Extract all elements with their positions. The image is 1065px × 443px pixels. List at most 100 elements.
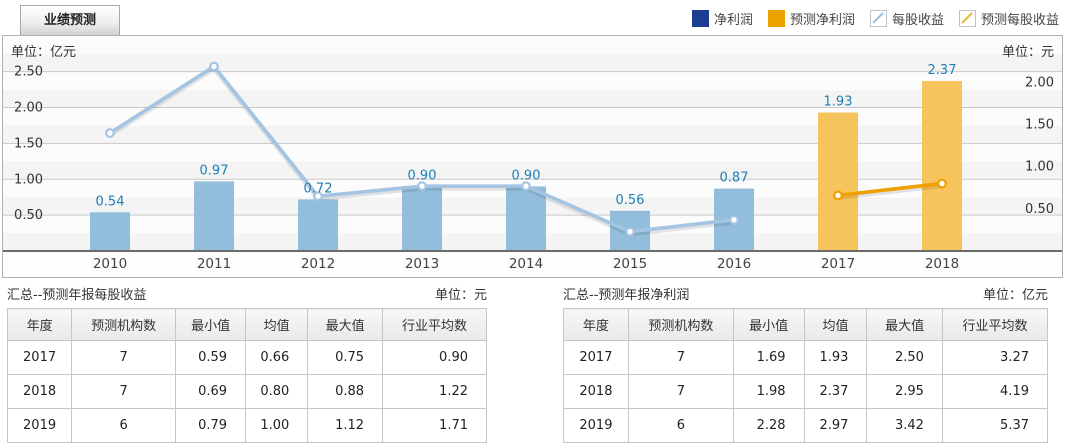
data-point-marker	[105, 128, 115, 138]
table-cell: 0.88	[307, 374, 384, 409]
legend-line-swatch-icon	[958, 10, 976, 27]
left-axis-tick-label: 1.50	[14, 136, 43, 151]
column-header: 预测机构数	[627, 308, 734, 341]
table-cell: 5.37	[941, 408, 1049, 443]
bar-value-label: 0.56	[616, 193, 645, 208]
bar-value-label: 0.90	[408, 168, 437, 183]
bar-value-label: 0.87	[720, 171, 749, 186]
eps-forecast-table: 年度 预测机构数 最小值 均值 最大值 行业平均数 2017 7 0.59 0.66 0.75 0.9…	[6, 308, 487, 443]
left-axis-tick-label: 1.00	[14, 172, 43, 187]
legend-item-1: 预测净利润	[767, 9, 855, 28]
table-cell: 2.50	[866, 340, 943, 375]
table-cell: 0.79	[175, 408, 247, 443]
data-point-marker	[521, 181, 531, 192]
legend-item-label: 每股收益	[891, 13, 944, 28]
bar	[922, 80, 962, 251]
column-header: 最小值	[732, 308, 805, 341]
x-axis-category-label: 2013	[405, 256, 439, 272]
data-point-marker	[625, 226, 635, 237]
table-cell: 2.97	[803, 408, 868, 443]
column-header: 最大值	[307, 308, 384, 341]
tab-performance-forecast[interactable]: 业绩预测	[20, 5, 120, 35]
netprofit-table-unit: 单位：亿元	[982, 288, 1048, 303]
table-cell: 1.93	[803, 340, 868, 375]
eps-table-unit: 单位：元	[434, 288, 487, 303]
bar-value-label: 0.97	[200, 163, 229, 178]
data-point-marker	[937, 178, 947, 189]
table-cell: 2018	[6, 374, 73, 409]
data-point-marker	[417, 181, 427, 192]
table-cell: 2017	[563, 340, 629, 375]
table-cell: 0.90	[382, 340, 487, 375]
table-cell: 0.75	[307, 340, 384, 375]
legend-item-3: 预测每股收益	[958, 9, 1059, 28]
column-header: 年度	[563, 308, 629, 341]
legend-item-label: 预测净利润	[789, 13, 855, 28]
eps-table-title: 汇总--预测年报每股收益	[7, 288, 147, 303]
left-axis-tick-label: 0.50	[14, 208, 43, 223]
table-cell: 7	[71, 374, 177, 409]
bar	[818, 112, 858, 251]
bar-value-label: 1.93	[824, 95, 853, 110]
table-cell: 0.80	[245, 374, 309, 409]
x-axis-category-label: 2011	[197, 256, 231, 272]
legend-item-label: 预测每股收益	[980, 13, 1059, 28]
table-cell: 7	[71, 340, 177, 375]
bar-value-label: 0.72	[304, 181, 333, 196]
column-header: 最大值	[866, 308, 943, 341]
column-header: 均值	[803, 308, 868, 341]
legend-item-2: 每股收益	[869, 9, 944, 28]
table-cell: 2019	[563, 408, 629, 443]
right-axis-tick-label: 1.00	[1025, 160, 1054, 175]
table-row: 2018 7 0.69 0.80 0.88 1.22	[6, 374, 487, 409]
data-point-marker	[209, 61, 219, 72]
legend-line-swatch-icon	[869, 10, 887, 27]
x-axis-category-label: 2018	[925, 256, 959, 272]
bar	[298, 199, 338, 251]
netprofit-forecast-section: 汇总--预测年报净利润 单位：亿元 年度 预测机构数 最小值 均值 最大值 行业平均数 20…	[563, 283, 1049, 443]
bar	[402, 186, 442, 251]
left-axis-tick-label: 2.50	[14, 65, 43, 80]
table-cell: 1.98	[732, 374, 805, 409]
data-point-marker	[833, 190, 843, 201]
table-cell: 2018	[563, 374, 629, 409]
table-cell: 1.22	[382, 374, 487, 409]
table-cell: 0.66	[245, 340, 309, 375]
table-row: 2018 7 1.98 2.37 2.95 4.19	[563, 374, 1049, 409]
legend-item-label: 净利润	[713, 13, 753, 28]
right-axis-tick-label: 2.00	[1025, 75, 1054, 90]
bar	[90, 212, 130, 251]
table-row: 2019 6 2.28 2.97 3.42 5.37	[563, 408, 1049, 443]
data-point-marker	[729, 214, 739, 225]
chart-legend: 净利润 预测净利润 每股收益 预测每股收益	[691, 9, 1059, 28]
x-axis-category-label: 2015	[613, 256, 647, 272]
right-axis-unit-label: 单位：元	[1001, 45, 1054, 60]
left-axis-unit-label: 单位：亿元	[11, 45, 77, 60]
table-cell: 2.37	[803, 374, 868, 409]
column-header: 预测机构数	[71, 308, 177, 341]
table-cell: 3.42	[866, 408, 943, 443]
forecast-combo-chart: 单位：亿元 单位：元 0.54 0.97 0.72 0.90 0.90 0.56 0.87 1…	[2, 35, 1063, 278]
table-cell: 6	[71, 408, 177, 443]
bar	[506, 186, 546, 251]
netprofit-table-title: 汇总--预测年报净利润	[563, 288, 690, 303]
table-cell: 2.28	[732, 408, 805, 443]
eps-forecast-section: 汇总--预测年报每股收益 单位：元 年度 预测机构数 最小值 均值 最大值 行业平均数 20…	[6, 283, 487, 443]
data-point-marker	[313, 191, 323, 202]
table-cell: 4.19	[941, 374, 1049, 409]
bar-value-label: 0.90	[512, 168, 541, 183]
column-header: 最小值	[175, 308, 247, 341]
table-cell: 7	[627, 374, 734, 409]
bar-value-label: 2.37	[928, 63, 957, 78]
x-axis-category-label: 2017	[821, 256, 855, 272]
table-cell: 3.27	[941, 340, 1049, 375]
left-axis-tick-label: 2.00	[14, 101, 43, 116]
legend-bar-swatch-icon	[767, 10, 785, 27]
x-axis-category-label: 2010	[93, 256, 127, 272]
column-header: 行业平均数	[941, 308, 1049, 341]
column-header: 年度	[6, 308, 73, 341]
right-axis-tick-label: 1.50	[1025, 118, 1054, 133]
legend-item-0: 净利润	[691, 9, 753, 28]
legend-bar-swatch-icon	[691, 10, 709, 27]
combo-chart-svg: 0.54 0.97 0.72 0.90 0.90 0.56 0.87 1.93 2.37 0.50…	[3, 61, 1062, 272]
